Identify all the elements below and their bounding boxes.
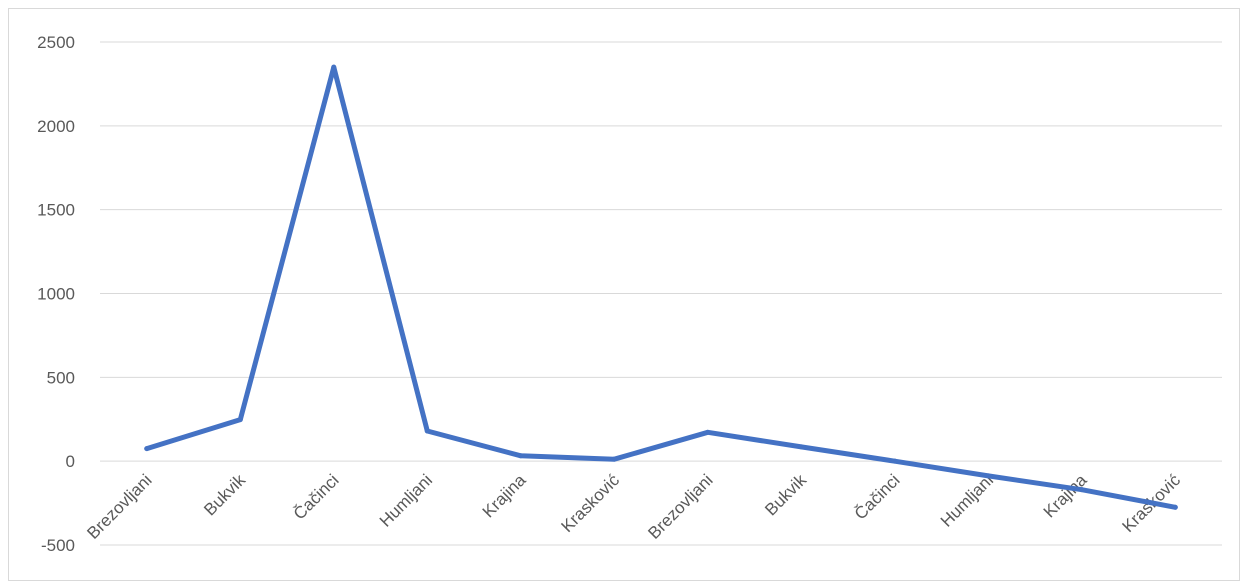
data-point — [331, 64, 337, 70]
data-point — [1172, 504, 1178, 510]
data-point — [518, 453, 524, 459]
data-point — [985, 473, 991, 479]
x-tick-label: Krasković — [558, 470, 624, 536]
y-tick-label: 2500 — [37, 33, 75, 52]
y-tick-label: -500 — [41, 536, 75, 555]
x-tick-label: Krajina — [1040, 470, 1091, 521]
x-tick-label: Krajina — [479, 470, 530, 521]
x-tick-label: Humljani — [937, 471, 997, 531]
y-axis-tick-labels: -500 0 500 1000 1500 2000 2500 — [37, 33, 75, 555]
x-tick-label: Bukvik — [200, 470, 249, 519]
series-line — [144, 64, 1178, 510]
x-tick-label: Čačinci — [851, 471, 904, 524]
data-point — [892, 458, 898, 464]
data-point — [705, 429, 711, 435]
chart-frame — [8, 8, 1240, 581]
x-tick-label: Bukvik — [761, 470, 810, 519]
data-point — [798, 444, 804, 450]
y-tick-label: 500 — [47, 368, 75, 387]
data-point — [1079, 487, 1085, 493]
gridlines — [100, 41, 1222, 546]
y-tick-label: 1500 — [37, 201, 75, 220]
y-tick-label: 0 — [66, 452, 75, 471]
x-tick-label: Čačinci — [290, 471, 343, 524]
data-point — [611, 456, 617, 462]
y-tick-label: 2000 — [37, 117, 75, 136]
x-tick-label: Brezovljani — [644, 471, 716, 543]
x-tick-label: Brezovljani — [83, 471, 155, 543]
data-point — [424, 428, 430, 434]
x-tick-label: Humljani — [376, 471, 436, 531]
y-tick-label: 1000 — [37, 285, 75, 304]
series-lines — [144, 64, 1178, 510]
data-point — [144, 446, 150, 452]
data-point — [237, 417, 243, 423]
